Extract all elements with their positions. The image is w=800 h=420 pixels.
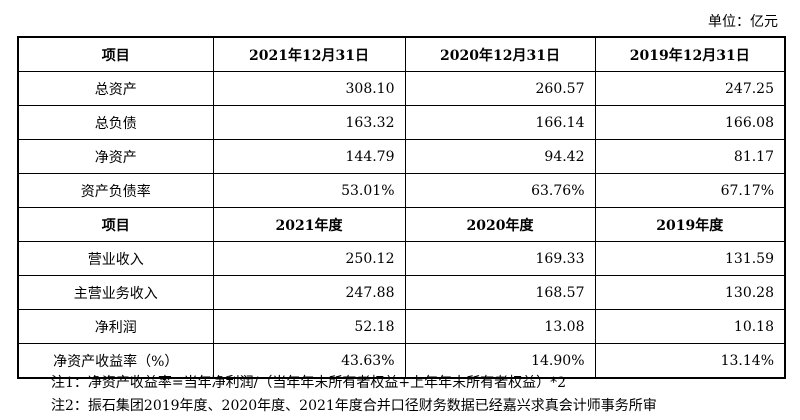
cell-value: 130.28: [594, 275, 786, 310]
cell-value: 166.14: [404, 105, 596, 140]
row-label: 总资产: [17, 71, 214, 106]
cell-value: 131.59: [594, 241, 786, 276]
cell-value: 63.76%: [404, 173, 596, 208]
note-2: 注2：振石集团2019年度、2020年度、2021年度合并口径财务数据已经嘉兴求…: [51, 398, 657, 414]
table-row: 营业收入 250.12 169.33 131.59: [17, 241, 786, 276]
cell-value: 247.88: [212, 275, 406, 310]
cell-value: 163.32: [212, 105, 406, 140]
header-2020: 2020年12月31日: [404, 36, 596, 72]
header-2020-annual: 2020年度: [404, 207, 596, 242]
header-2021: 2021年12月31日: [212, 36, 406, 72]
cell-value: 260.57: [404, 71, 596, 106]
table-row: 资产负债率 53.01% 63.76% 67.17%: [17, 173, 786, 208]
header-2021-annual: 2021年度: [212, 207, 406, 242]
financial-table: 项目 2021年12月31日 2020年12月31日 2019年12月31日 总…: [17, 36, 786, 379]
row-label: 净利润: [17, 309, 214, 344]
cell-value: 81.17: [594, 139, 786, 174]
table-row: 总资产 308.10 260.57 247.25: [17, 71, 786, 106]
row-label: 主营业务收入: [17, 275, 214, 310]
table-header-row: 项目 2021年12月31日 2020年12月31日 2019年12月31日: [17, 36, 786, 72]
cell-value: 166.08: [594, 105, 786, 140]
table-row: 总负债 163.32 166.14 166.08: [17, 105, 786, 140]
row-label: 净资产: [17, 139, 214, 174]
cell-value: 169.33: [404, 241, 596, 276]
row-label: 资产负债率: [17, 173, 214, 208]
row-label: 营业收入: [17, 241, 214, 276]
header-item: 项目: [17, 36, 214, 72]
header-item: 项目: [17, 207, 214, 242]
cell-value: 247.25: [594, 71, 786, 106]
row-label: 净资产收益率（%）: [17, 343, 214, 379]
table-row: 主营业务收入 247.88 168.57 130.28: [17, 275, 786, 310]
header-2019: 2019年12月31日: [594, 36, 786, 72]
cell-value: 53.01%: [212, 173, 406, 208]
cell-value: 250.12: [212, 241, 406, 276]
cell-value: 144.79: [212, 139, 406, 174]
cell-value: 67.17%: [594, 173, 786, 208]
cell-value: 94.42: [404, 139, 596, 174]
cell-value: 43.63%: [212, 343, 406, 379]
table-row: 净利润 52.18 13.08 10.18: [17, 309, 786, 344]
cell-value: 13.14%: [594, 343, 786, 379]
table-row: 净资产收益率（%） 43.63% 14.90% 13.14%: [17, 343, 786, 379]
table-row: 净资产 144.79 94.42 81.17: [17, 139, 786, 174]
cell-value: 13.08: [404, 309, 596, 344]
table-subheader-row: 项目 2021年度 2020年度 2019年度: [17, 207, 786, 242]
cell-value: 52.18: [212, 309, 406, 344]
cell-value: 10.18: [594, 309, 786, 344]
row-label: 总负债: [17, 105, 214, 140]
header-2019-annual: 2019年度: [594, 207, 786, 242]
note-1: 注1：净资产收益率=当年净利润/（当年年末所有者权益+上年年末所有者权益）*2: [51, 375, 566, 391]
table-notes: 注1：净资产收益率=当年净利润/（当年年末所有者权益+上年年末所有者权益）*2 …: [51, 372, 657, 418]
unit-label: 单位：亿元: [708, 14, 778, 30]
cell-value: 308.10: [212, 71, 406, 106]
cell-value: 168.57: [404, 275, 596, 310]
